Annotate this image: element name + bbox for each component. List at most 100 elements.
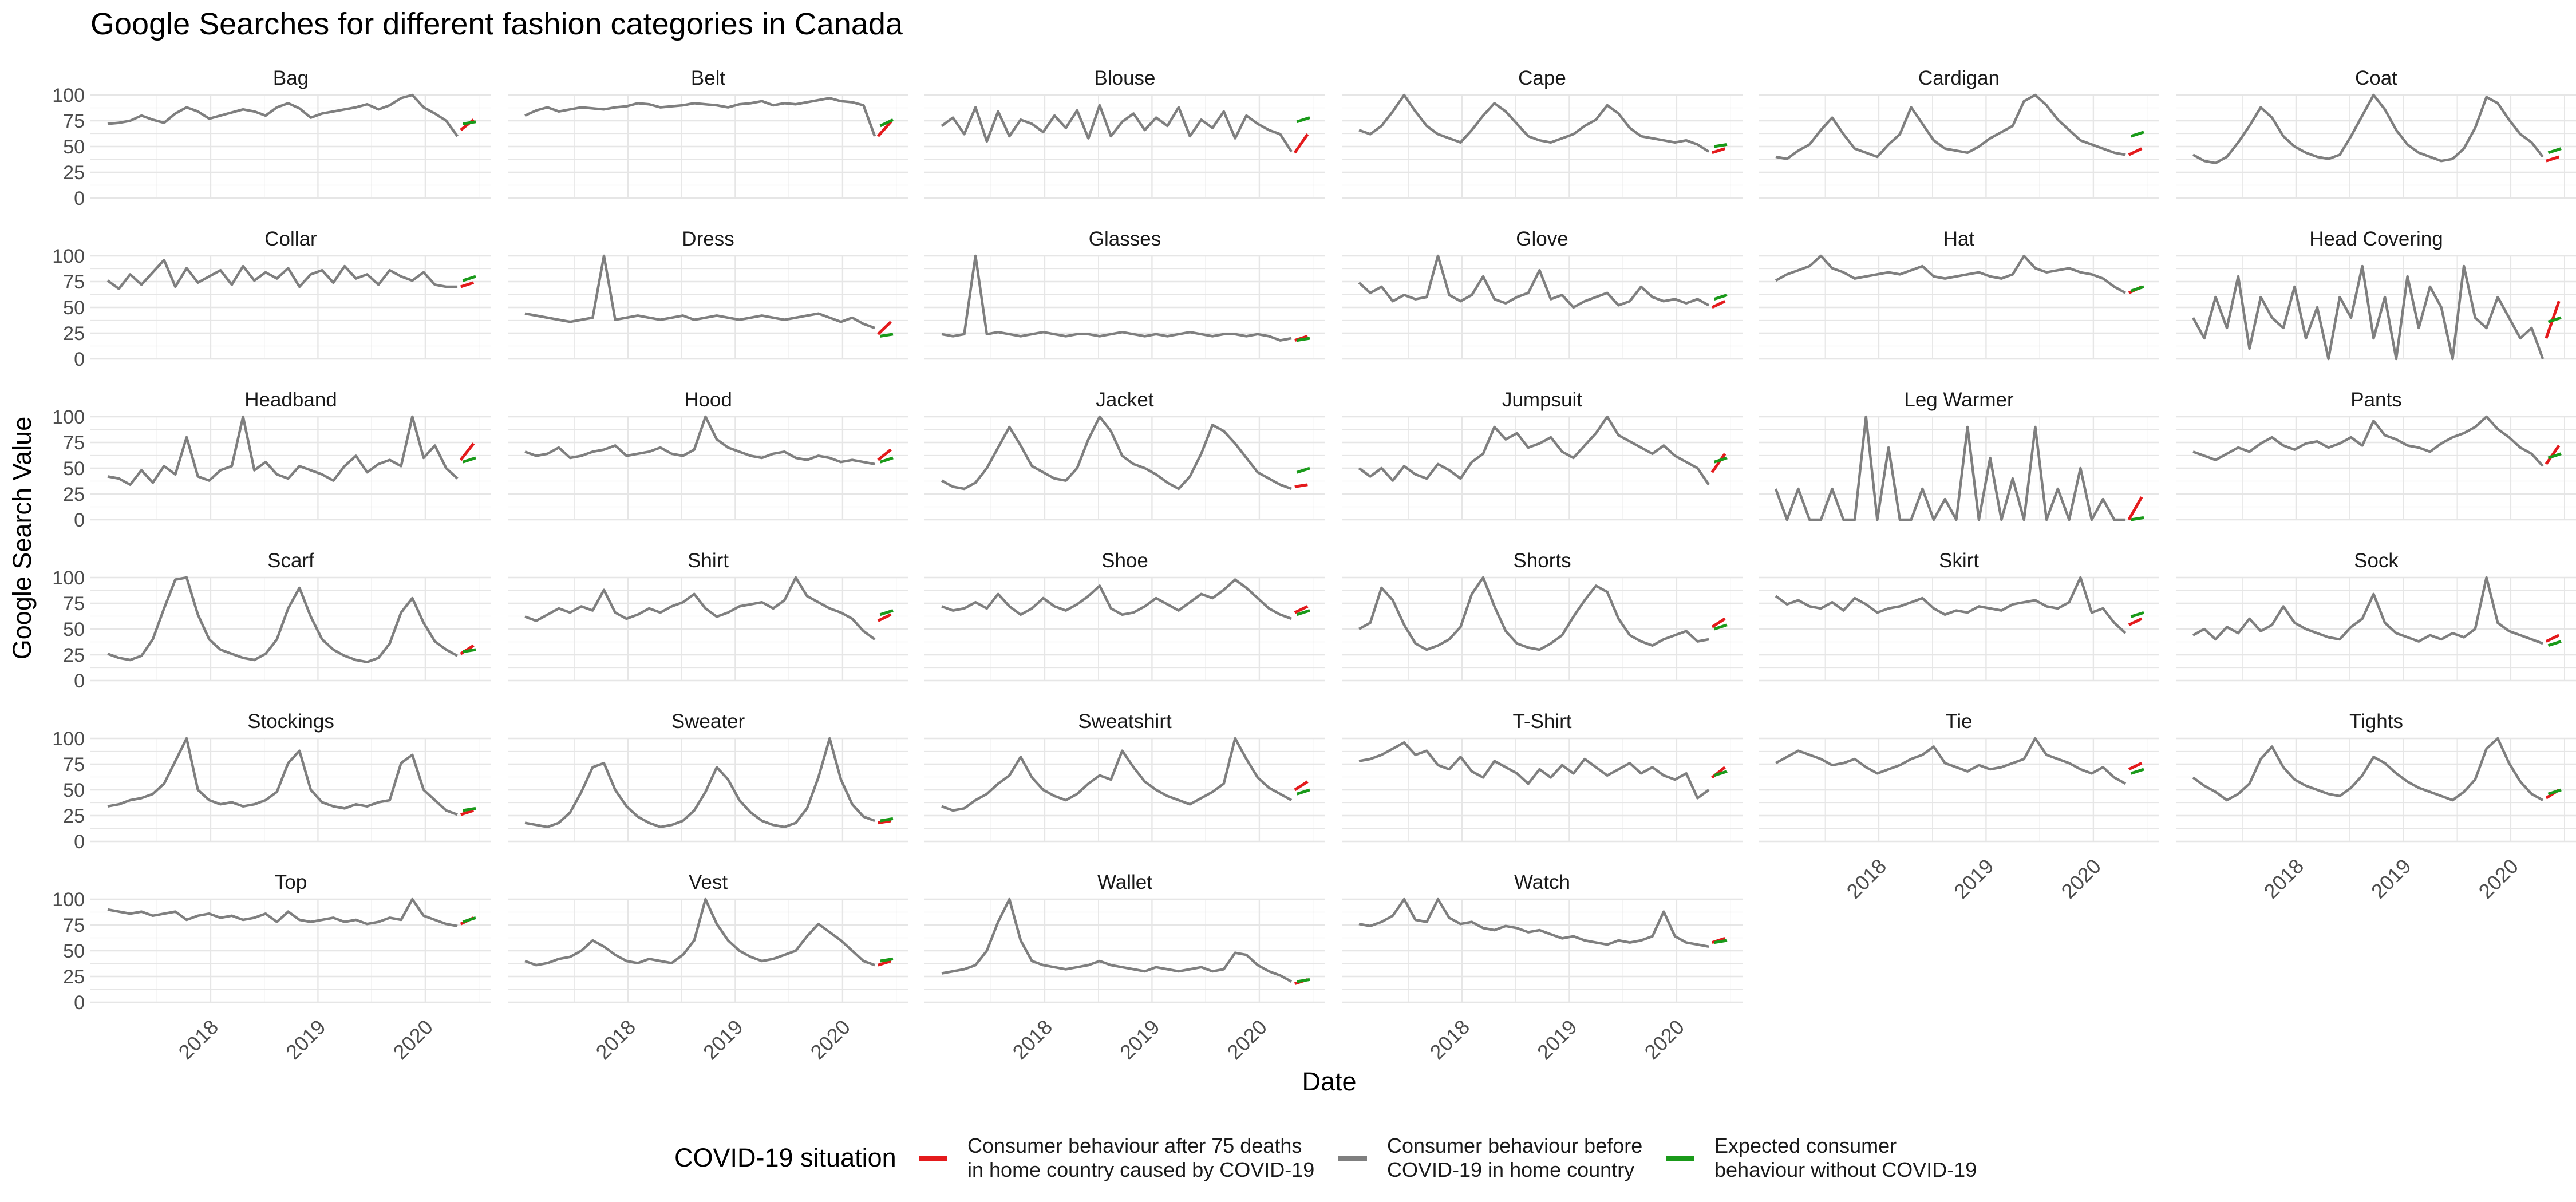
legend-label: behaviour without COVID-19 — [1714, 1158, 1977, 1181]
series-line-after — [2127, 496, 2143, 521]
series-line-before — [2192, 576, 2543, 645]
facet-tights: Tights 2018 2019 2020 — [2176, 710, 2576, 903]
facet-label: Shorts — [1513, 549, 1571, 572]
panel-grid — [508, 416, 908, 521]
facet-label: Hat — [1943, 228, 1975, 250]
series-line-before — [524, 576, 876, 640]
facet-watch: Watch 2018 2019 2020 — [1342, 871, 1743, 1064]
series-line-before — [1775, 737, 2127, 785]
series-line-after — [2128, 761, 2143, 771]
series-line-expected — [1713, 623, 1728, 631]
series-line-before — [107, 576, 459, 663]
x-tick-label: 2020 — [388, 1015, 437, 1064]
facet-collar: Collar 0 25 50 75 100 — [52, 228, 491, 370]
series-line-after — [2128, 147, 2143, 156]
facet-stockings: Stockings 0 25 50 75 100 — [52, 710, 491, 853]
series-line-expected — [462, 916, 476, 923]
facet-wallet: Wallet 2018 2019 2020 — [924, 871, 1325, 1064]
facet-shoe: Shoe — [924, 549, 1325, 682]
facet-label: Cardigan — [1918, 67, 2000, 89]
legend-label: Consumer behaviour after 75 deaths — [967, 1134, 1302, 1157]
series-line-before — [1775, 254, 2127, 294]
series-line-after — [1294, 605, 1309, 614]
legend: COVID-19 situation Consumer behaviour af… — [674, 1134, 1977, 1181]
series-line-before — [1774, 415, 2126, 521]
series-line-expected — [1713, 770, 1728, 777]
x-tick-label: 2020 — [1639, 1015, 1689, 1064]
facet-label: Bag — [273, 67, 309, 89]
facet-sock: Sock — [2176, 549, 2576, 682]
series-line-after — [1710, 453, 1726, 473]
series-line-expected — [1296, 609, 1310, 616]
x-tick-label: 2019 — [2366, 854, 2416, 903]
series-line-expected — [1296, 788, 1310, 796]
panel-grid — [90, 416, 491, 521]
facet-label: Sweater — [671, 710, 745, 733]
series-line-before — [524, 415, 875, 466]
series-line-expected — [463, 806, 476, 812]
x-tick-label: 2019 — [698, 1015, 748, 1064]
x-tick-label: 2019 — [1532, 1015, 1582, 1064]
series-line-after — [2545, 444, 2561, 465]
panel-grid — [1342, 576, 1743, 682]
facet-leg-warmer: Leg Warmer — [1759, 389, 2159, 521]
facet-jumpsuit: Jumpsuit — [1342, 389, 1743, 521]
x-tick-label: 2020 — [1222, 1015, 1271, 1064]
series-line-before — [1358, 897, 1709, 948]
y-tick-label: 0 — [74, 509, 85, 531]
series-line-after — [459, 442, 475, 461]
panel-grid — [2176, 737, 2576, 843]
y-tick-label: 100 — [52, 728, 85, 750]
panel-grid — [1342, 898, 1743, 1003]
series-line-expected — [463, 120, 476, 125]
y-tick-label: 50 — [63, 940, 85, 962]
facet-label: Cape — [1518, 67, 1566, 89]
facet-pants: Pants — [2176, 389, 2576, 521]
facet-hood: Hood — [508, 389, 908, 521]
facet-label: Jumpsuit — [1502, 389, 1582, 411]
series-line-before — [107, 897, 458, 928]
facet-label: Sock — [2354, 549, 2399, 572]
series-line-after — [877, 321, 892, 335]
x-axis-label: Date — [1302, 1067, 1356, 1096]
y-tick-label: 75 — [63, 432, 85, 454]
panel-grid — [924, 576, 1325, 682]
series-line-expected — [462, 275, 476, 282]
facet-label: Scarf — [267, 549, 314, 572]
facet-t-shirt: T-Shirt — [1342, 710, 1743, 843]
series-line-expected — [1297, 337, 1310, 342]
x-tick-label: 2018 — [1008, 1015, 1057, 1064]
y-tick-label: 0 — [74, 188, 85, 209]
x-tick-label: 2018 — [174, 1015, 223, 1064]
series-line-before — [524, 737, 875, 829]
x-tick-label: 2019 — [1115, 1015, 1164, 1064]
panel-grid — [508, 898, 908, 1003]
series-line-expected — [1714, 143, 1728, 148]
series-line-before — [2192, 264, 2545, 361]
y-tick-label: 100 — [52, 889, 85, 911]
series-line-expected — [1296, 466, 1310, 474]
legend-title: COVID-19 situation — [674, 1143, 896, 1172]
series-line-expected — [1713, 456, 1728, 464]
facet-label: Skirt — [1939, 549, 1979, 572]
y-tick-label: 0 — [74, 349, 85, 370]
panel-grid — [1759, 94, 2159, 199]
series-line-after — [876, 121, 892, 137]
facet-label: Watch — [1514, 871, 1570, 893]
series-line-after — [2546, 155, 2560, 163]
panel-grid — [1342, 737, 1743, 843]
facet-sweater: Sweater — [508, 710, 908, 843]
x-tick-label: 2018 — [1842, 854, 1891, 903]
series-line-before — [524, 897, 875, 967]
panel-grid — [508, 576, 908, 682]
facet-cardigan: Cardigan — [1759, 67, 2159, 199]
panel-grid — [2176, 416, 2576, 521]
series-line-after — [1711, 766, 1726, 779]
facet-sweatshirt: Sweatshirt — [924, 710, 1325, 843]
panel-grid — [90, 94, 491, 199]
facet-label: Tie — [1945, 710, 1972, 733]
panel-grid — [2176, 255, 2576, 360]
facet-headband: Headband 0 25 50 75 100 — [52, 389, 491, 531]
